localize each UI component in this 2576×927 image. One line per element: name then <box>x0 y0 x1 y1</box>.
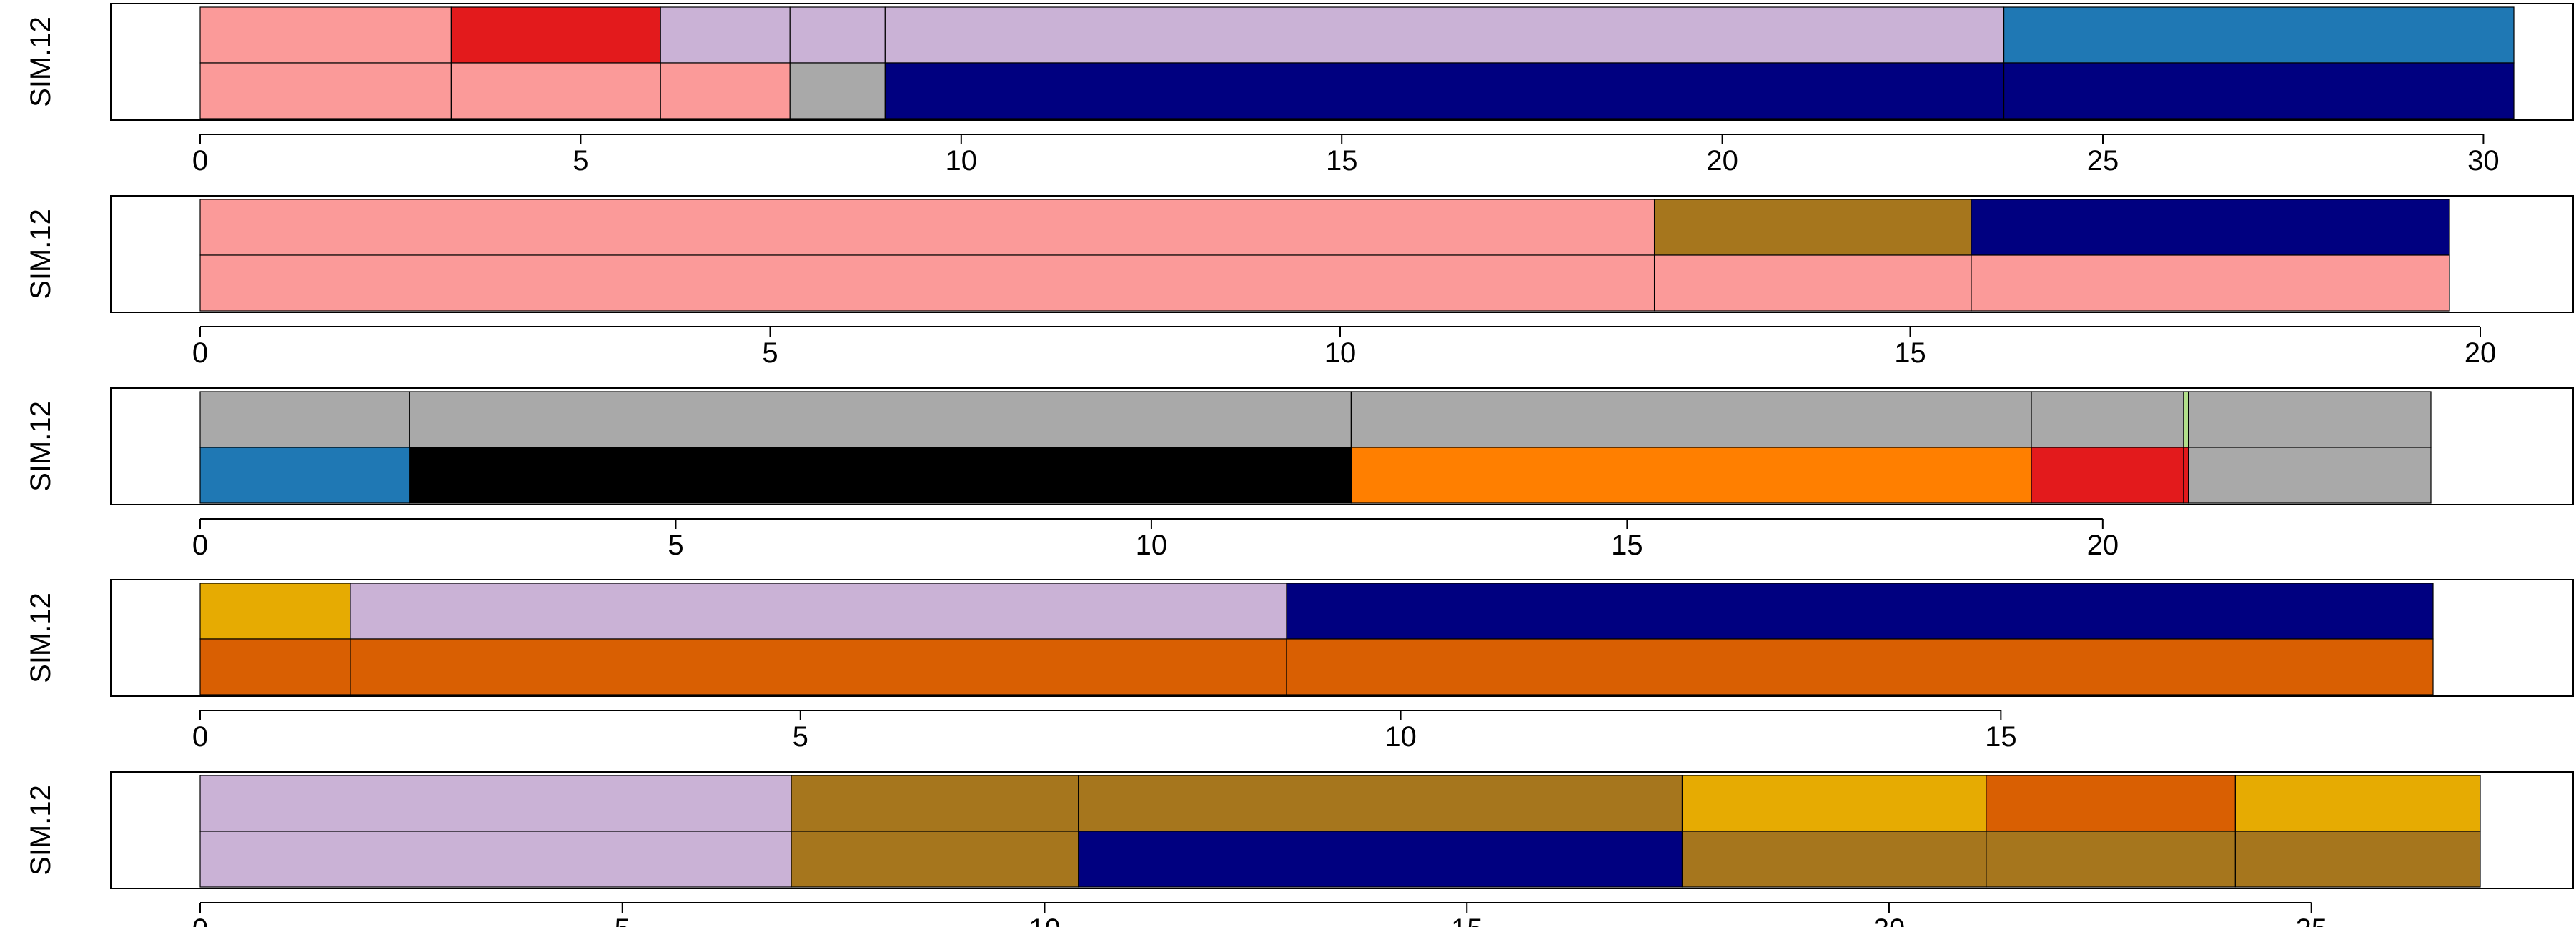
y-axis-label: SIM.12 <box>25 401 56 492</box>
segment-bar <box>660 62 791 119</box>
segment-bar <box>660 6 791 64</box>
x-tick-label: 5 <box>793 721 808 753</box>
x-tick-label: 25 <box>2295 913 2327 927</box>
segment-bar <box>2188 391 2432 448</box>
x-tick-label: 20 <box>2464 337 2497 369</box>
panel-5: SIM.12 0 5 10 15 20 25 <box>25 771 2574 927</box>
segment-bar <box>791 831 1079 888</box>
segment-bar <box>1350 391 2032 448</box>
x-tick-label: 10 <box>946 145 978 177</box>
segment-bar <box>2031 447 2184 504</box>
x-tick-label: 5 <box>615 913 630 927</box>
x-tick-label: 15 <box>1326 145 1358 177</box>
segment-bar <box>1986 775 2236 832</box>
x-tick-label: 5 <box>762 337 778 369</box>
y-axis-label: SIM.12 <box>25 785 56 876</box>
segment-bar <box>2003 6 2515 64</box>
segment-bar <box>789 6 886 64</box>
panel-frame <box>110 3 2574 121</box>
x-tick-label: 5 <box>573 145 588 177</box>
x-tick-label: 10 <box>1029 913 1061 927</box>
y-axis-label: SIM.12 <box>25 209 56 299</box>
segment-bar <box>1986 831 2236 888</box>
segment-bar <box>1286 583 2434 640</box>
segment-bar <box>2183 391 2189 448</box>
x-tick-label: 5 <box>668 530 683 561</box>
panel-4: SIM.12 0 5 10 15 <box>25 579 2574 753</box>
segment-bar <box>350 583 1287 640</box>
x-tick-label: 25 <box>2087 145 2119 177</box>
x-tick-label: 15 <box>1451 913 1483 927</box>
segment-bar <box>199 391 410 448</box>
panel-frame <box>110 579 2574 697</box>
segment-bar <box>1078 831 1683 888</box>
panel-3: SIM.12 0 5 10 15 20 <box>25 387 2574 561</box>
segment-bar <box>450 6 661 64</box>
segment-bar <box>1286 638 2434 695</box>
segment-bar <box>884 6 2005 64</box>
x-tick-label: 15 <box>1894 337 1926 369</box>
segment-bar <box>1078 775 1683 832</box>
segment-bar <box>2183 447 2189 504</box>
segment-bar <box>409 447 1352 504</box>
x-tick-label: 30 <box>2467 145 2500 177</box>
segment-bar <box>199 831 792 888</box>
x-tick-label: 0 <box>192 145 208 177</box>
segment-bar <box>1653 254 1972 312</box>
segment-bar <box>199 199 1655 256</box>
x-tick-label: 20 <box>1873 913 1906 927</box>
segment-bar <box>789 62 886 119</box>
segment-bar <box>2188 447 2432 504</box>
x-tick-label: 20 <box>2087 530 2119 561</box>
segment-bar <box>2003 62 2515 119</box>
x-tick-label: 10 <box>1136 530 1168 561</box>
segment-bar <box>350 638 1287 695</box>
segment-bar <box>2031 391 2184 448</box>
x-tick-label: 15 <box>1985 721 2017 753</box>
segment-bar <box>199 254 1655 312</box>
panel-frame <box>110 771 2574 889</box>
segment-bar <box>199 447 410 504</box>
panel-frame <box>110 195 2574 313</box>
segment-bar <box>1653 199 1972 256</box>
segment-bar <box>1971 199 2450 256</box>
segment-bar <box>791 775 1079 832</box>
x-tick-label: 10 <box>1324 337 1357 369</box>
y-axis-label: SIM.12 <box>25 593 56 683</box>
segment-bar <box>2234 775 2481 832</box>
x-tick-label: 15 <box>1611 530 1643 561</box>
panel-2: SIM.12 0 5 10 15 20 <box>25 195 2574 369</box>
segment-bar <box>1681 775 1987 832</box>
segment-bar <box>409 391 1352 448</box>
segment-bar <box>199 775 792 832</box>
x-tick-label: 0 <box>192 530 208 561</box>
x-tick-label: 0 <box>192 913 208 927</box>
segment-bar <box>1971 254 2450 312</box>
segment-bar <box>199 638 351 695</box>
segment-bar <box>2234 831 2481 888</box>
y-axis-label: SIM.12 <box>25 16 56 107</box>
x-tick-label: 20 <box>1706 145 1738 177</box>
panel-frame <box>110 387 2574 505</box>
segment-bar <box>199 583 351 640</box>
segment-bar <box>450 62 661 119</box>
segment-bar <box>1681 831 1987 888</box>
segment-bar <box>1350 447 2032 504</box>
panel-1: SIM.12 0 5 10 15 20 25 30 <box>25 3 2574 177</box>
x-tick-label: 10 <box>1384 721 1417 753</box>
segment-bar <box>199 62 452 119</box>
x-tick-label: 0 <box>192 721 208 753</box>
segment-bar <box>199 6 452 64</box>
segment-bar <box>884 62 2005 119</box>
x-tick-label: 0 <box>192 337 208 369</box>
